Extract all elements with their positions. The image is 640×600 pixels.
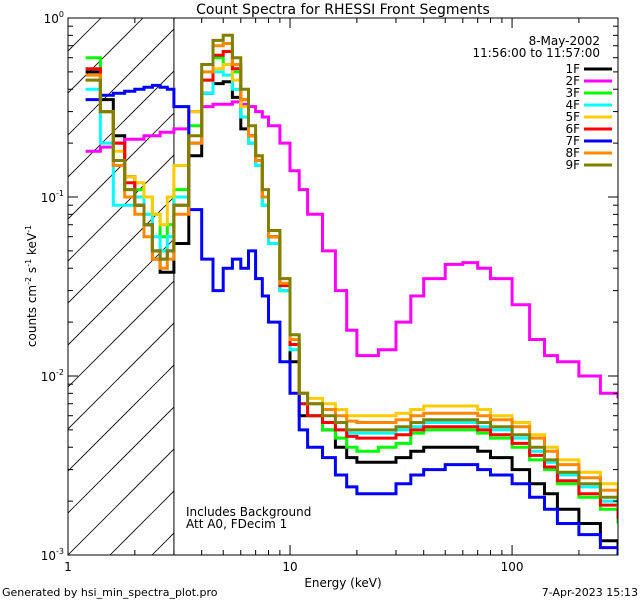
- chart-title: Count Spectra for RHESSI Front Segments: [196, 2, 490, 18]
- series-line-3f: [85, 56, 618, 524]
- hatch-line: [446, 18, 640, 555]
- y-tick-label: 10-3: [41, 547, 64, 563]
- hatch-line: [404, 18, 640, 555]
- footer-generated-by: Generated by hsi_min_spectra_plot.pro: [2, 586, 218, 599]
- legend-label-7f: 7F: [565, 134, 580, 148]
- y-tick-label: 10-1: [41, 189, 64, 205]
- hatch-line: [68, 70, 174, 178]
- legend-label-9f: 9F: [565, 158, 580, 172]
- x-tick-label: 10: [282, 560, 297, 574]
- hatch-line: [68, 406, 174, 514]
- hatch-line: [530, 18, 640, 555]
- legend-label-5f: 5F: [565, 110, 580, 124]
- observation-date: 8-May-2002: [529, 34, 600, 48]
- hatch-line: [68, 112, 174, 220]
- legend-label-2f: 2F: [565, 74, 580, 88]
- hatch-line: [68, 238, 174, 346]
- y-tick-label: 100: [44, 10, 64, 26]
- series-line-1f: [85, 70, 618, 555]
- y-tick-label: 10-2: [41, 368, 64, 384]
- hatch-line: [572, 18, 640, 555]
- legend-label-6f: 6F: [565, 122, 580, 136]
- hatch-line: [278, 18, 640, 555]
- hatch-line: [68, 364, 174, 472]
- series-line-9f: [85, 33, 618, 510]
- hatch-line: [68, 154, 174, 262]
- annotation-background: Includes Background: [186, 505, 311, 519]
- series-line-2f: [85, 100, 618, 399]
- footer-timestamp: 7-Apr-2023 15:13: [542, 586, 638, 599]
- x-tick-label: 1: [64, 560, 72, 574]
- legend-label-4f: 4F: [565, 98, 580, 112]
- hatch-line: [0, 18, 17, 555]
- hatch-line: [68, 18, 144, 94]
- legend-label-8f: 8F: [565, 146, 580, 160]
- hatch-line: [68, 448, 174, 555]
- hatch-line: [320, 18, 640, 555]
- hatched-region: [0, 18, 640, 555]
- series-line-7f: [85, 83, 618, 555]
- legend-label-1f: 1F: [565, 62, 580, 76]
- x-axis-label: Energy (keV): [304, 576, 381, 590]
- hatch-line: [68, 196, 174, 304]
- y-axis-label: counts cm-2 s-1 keV-1: [24, 225, 39, 347]
- observation-time-range: 11:56:00 to 11:57:00: [473, 46, 600, 60]
- series-line-8f: [85, 42, 618, 502]
- annotation-attenuator: Att A0, FDecim 1: [186, 517, 287, 531]
- x-tick-label: 100: [501, 560, 524, 574]
- hatch-line: [68, 280, 174, 388]
- legend-label-3f: 3F: [565, 86, 580, 100]
- plot-frame: [67, 17, 619, 556]
- hatch-line: [68, 28, 174, 136]
